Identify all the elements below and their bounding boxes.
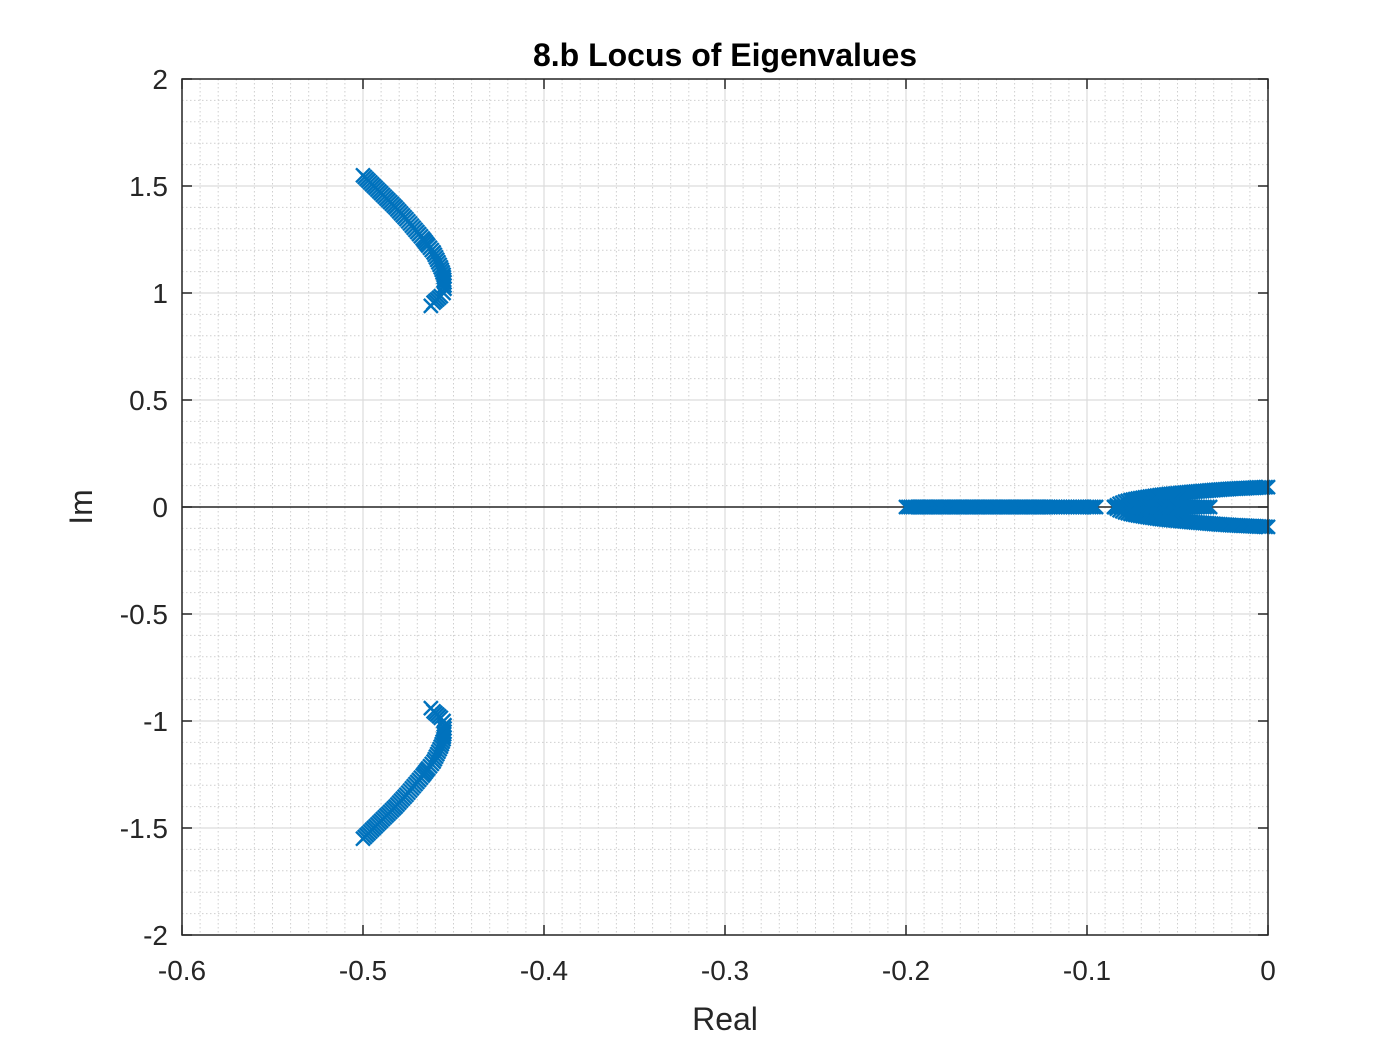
y-tick-label: 0.5 <box>129 385 168 416</box>
x-tick-label: -0.5 <box>339 955 387 986</box>
x-tick-label: -0.2 <box>882 955 930 986</box>
marker-stroke <box>436 720 453 737</box>
marker-stroke <box>1088 499 1104 515</box>
data-point-marker <box>436 280 453 297</box>
data-markers <box>355 167 1276 847</box>
marker-stroke <box>436 717 453 734</box>
data-point-marker <box>1257 518 1274 535</box>
marker-stroke <box>1257 518 1274 535</box>
data-point-marker <box>1202 499 1218 515</box>
x-tick-label: -0.3 <box>701 955 749 986</box>
y-axis-ticks: 2 1.5 1 0.5 0 -0.5 -1 -1.5 -2 <box>120 64 1268 951</box>
marker-stroke <box>1085 499 1102 515</box>
x-axis-ticks: -0.6 -0.5 -0.4 -0.3 -0.2 -0.1 0 <box>158 79 1276 986</box>
data-point-marker <box>1199 499 1216 515</box>
marker-stroke <box>423 297 439 314</box>
x-tick-label: -0.4 <box>520 955 568 986</box>
data-point-marker <box>1081 499 1098 515</box>
y-tick-label: -1 <box>143 706 168 737</box>
y-tick-label: 0 <box>152 492 168 523</box>
marker-stroke <box>1257 479 1274 496</box>
y-tick-label: 2 <box>152 64 168 95</box>
x-tick-label: -0.1 <box>1063 955 1111 986</box>
marker-stroke <box>423 700 439 717</box>
marker-stroke <box>1253 518 1270 535</box>
data-point-marker <box>1253 518 1270 535</box>
data-point-marker <box>423 297 439 314</box>
marker-stroke <box>1253 479 1270 496</box>
marker-stroke <box>1202 499 1218 515</box>
marker-stroke <box>1081 499 1098 515</box>
data-point-marker <box>1196 499 1213 515</box>
data-point-marker <box>1085 499 1102 515</box>
marker-stroke <box>1199 499 1216 515</box>
x-axis-label: Real <box>692 1001 758 1037</box>
marker-stroke <box>436 274 453 291</box>
data-point-marker <box>436 717 453 734</box>
data-point-marker <box>423 700 439 717</box>
y-tick-label: 1 <box>152 278 168 309</box>
data-point-marker <box>1257 479 1274 496</box>
y-tick-label: -2 <box>143 920 168 951</box>
x-tick-label: -0.6 <box>158 955 206 986</box>
chart-title: 8.b Locus of Eigenvalues <box>533 37 917 73</box>
marker-stroke <box>436 280 453 297</box>
data-point-marker <box>1083 499 1100 515</box>
y-tick-label: 1.5 <box>129 171 168 202</box>
y-tick-label: -1.5 <box>120 813 168 844</box>
data-point-marker <box>1253 479 1270 496</box>
x-tick-label: 0 <box>1260 955 1276 986</box>
y-axis-label: Im <box>63 489 99 525</box>
marker-stroke <box>1083 499 1100 515</box>
data-point-marker <box>1088 499 1104 515</box>
y-tick-label: -0.5 <box>120 599 168 630</box>
marker-stroke <box>1196 499 1213 515</box>
